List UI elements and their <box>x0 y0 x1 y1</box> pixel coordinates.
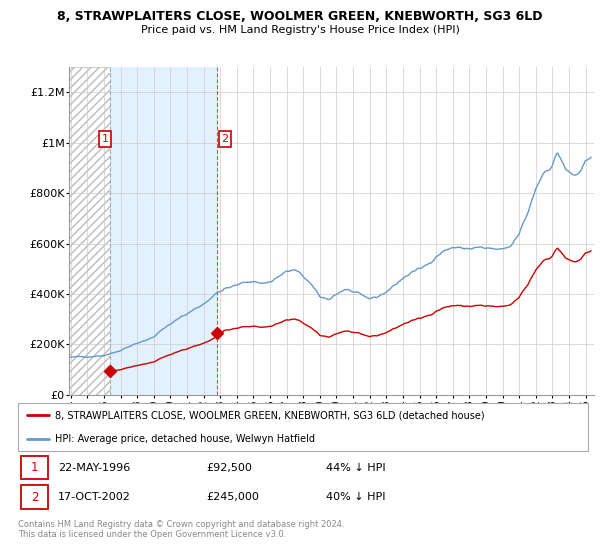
Text: 8, STRAWPLAITERS CLOSE, WOOLMER GREEN, KNEBWORTH, SG3 6LD (detached house): 8, STRAWPLAITERS CLOSE, WOOLMER GREEN, K… <box>55 410 485 420</box>
Text: 44% ↓ HPI: 44% ↓ HPI <box>326 463 385 473</box>
Text: 17-OCT-2002: 17-OCT-2002 <box>58 492 131 502</box>
Text: HPI: Average price, detached house, Welwyn Hatfield: HPI: Average price, detached house, Welw… <box>55 434 315 444</box>
Text: 40% ↓ HPI: 40% ↓ HPI <box>326 492 385 502</box>
Text: Price paid vs. HM Land Registry's House Price Index (HPI): Price paid vs. HM Land Registry's House … <box>140 25 460 35</box>
Bar <box>110 67 217 395</box>
Text: 2: 2 <box>31 491 38 503</box>
Bar <box>69 67 110 395</box>
Text: Contains HM Land Registry data © Crown copyright and database right 2024.
This d: Contains HM Land Registry data © Crown c… <box>18 520 344 539</box>
Text: £245,000: £245,000 <box>206 492 259 502</box>
FancyBboxPatch shape <box>21 456 48 479</box>
FancyBboxPatch shape <box>18 403 588 451</box>
Text: £92,500: £92,500 <box>206 463 252 473</box>
FancyBboxPatch shape <box>21 486 48 509</box>
Text: 1: 1 <box>101 134 109 144</box>
Text: 2: 2 <box>221 134 229 144</box>
Text: 8, STRAWPLAITERS CLOSE, WOOLMER GREEN, KNEBWORTH, SG3 6LD: 8, STRAWPLAITERS CLOSE, WOOLMER GREEN, K… <box>57 10 543 22</box>
Text: 1: 1 <box>31 461 38 474</box>
Text: 22-MAY-1996: 22-MAY-1996 <box>58 463 130 473</box>
